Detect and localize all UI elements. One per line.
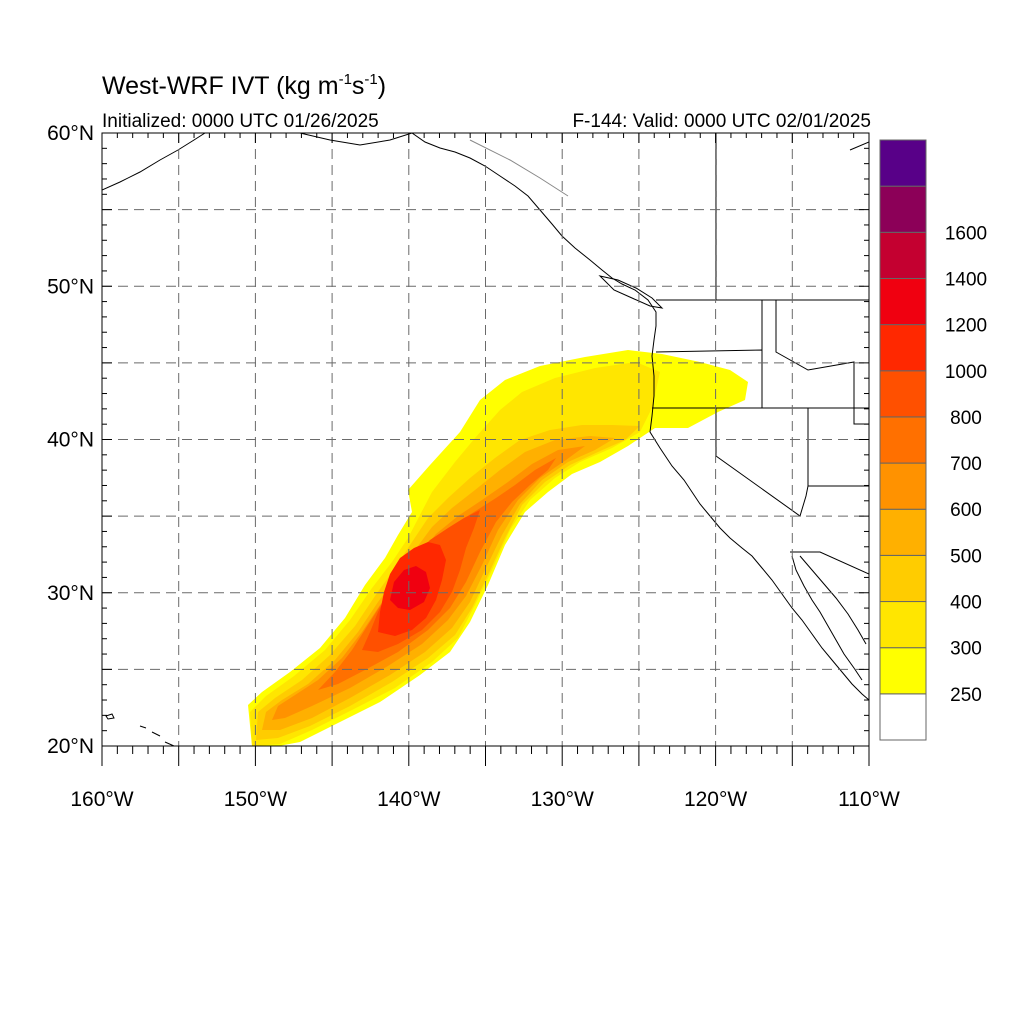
- graticule: [102, 133, 869, 746]
- ivt-band-1200-patch: [390, 566, 430, 610]
- colorbar-bin: [879, 693, 927, 741]
- colorbar-bin: [879, 231, 927, 279]
- colorbar-bin: [879, 647, 927, 695]
- colorbar-label: 700: [950, 454, 982, 475]
- north-america-coastline: [411, 133, 869, 701]
- colorbar-label: 1400: [945, 269, 987, 290]
- lat-tick-label: 60°N: [47, 122, 94, 145]
- title-part-end: ): [377, 72, 387, 100]
- lat-tick-label: 50°N: [47, 275, 94, 298]
- alaska-coast-west: [102, 133, 206, 191]
- map-interior: [102, 133, 869, 746]
- colorbar-bin: [879, 462, 927, 510]
- colorbar-bin: [879, 277, 927, 326]
- coastline-layer: [102, 133, 869, 746]
- colorbar-bin: [879, 185, 927, 233]
- colorbar-label: 300: [950, 639, 982, 660]
- lat-tick-label: 30°N: [47, 582, 94, 605]
- initialized-label: Initialized: 0000 UTC 01/26/2025: [102, 111, 379, 132]
- baja-california-coast: [791, 555, 863, 681]
- valid-time-label: F-144: Valid: 0000 UTC 02/01/2025: [572, 111, 871, 132]
- lat-tick-label: 40°N: [47, 429, 94, 452]
- colorbar-bin: [879, 324, 927, 372]
- colorbar-bin: [879, 554, 927, 603]
- colorbar-bin: [879, 370, 927, 418]
- country-outline-layer: [469, 139, 569, 197]
- vancouver-island: [598, 275, 664, 309]
- gulf-of-california-east-coast: [799, 555, 867, 645]
- colorbar-label: 500: [950, 546, 982, 567]
- lat-tick-label: 20°N: [47, 735, 94, 758]
- title-part-main: West-WRF IVT (kg m: [102, 72, 339, 100]
- lon-tick-label: 150°W: [224, 788, 287, 811]
- axis-tick-labels: 160°W 150°W 140°W 130°W 120°W 110°W 60°N 50°N 40…: [47, 122, 900, 811]
- colorbar: 250 300 400 500 600 700 800 1000 1200 1400 1600: [879, 139, 987, 741]
- alaska-canada-border: [469, 139, 569, 197]
- colorbar-bin: [879, 601, 927, 649]
- map-title: West-WRF IVT (kg m-1s-1): [102, 71, 387, 100]
- us-mexico-border: [790, 551, 869, 575]
- title-part-mid: s: [351, 72, 365, 100]
- colorbar-label: 1000: [945, 362, 987, 383]
- colorbar-label: 600: [950, 500, 982, 521]
- idaho-border: [761, 300, 869, 425]
- lon-tick-label: 130°W: [531, 788, 594, 811]
- colorbar-bin: [879, 139, 927, 187]
- colorbar-label: 800: [950, 408, 982, 429]
- lon-tick-label: 160°W: [70, 788, 133, 811]
- title-exponent-1: -1: [338, 71, 352, 88]
- ivt-contours: [248, 350, 748, 746]
- lon-tick-label: 120°W: [684, 788, 747, 811]
- nevada-border: [715, 408, 869, 517]
- colorbar-bin: [879, 508, 927, 556]
- colorbar-label: 250: [950, 685, 982, 706]
- lon-tick-label: 110°W: [838, 788, 900, 811]
- alaska-coast-east: [299, 133, 413, 146]
- colorbar-label: 1200: [945, 316, 987, 337]
- title-exponent-2: -1: [364, 71, 378, 88]
- lon-tick-label: 140°W: [377, 788, 440, 811]
- hawaii-islands: [105, 713, 175, 746]
- colorbar-bin: [879, 416, 927, 464]
- political-borders-layer: [652, 133, 869, 575]
- colorbar-label: 400: [950, 593, 982, 614]
- colorbar-label: 1600: [945, 223, 987, 244]
- axis-ticks: [101, 132, 870, 766]
- hudson-bay-fragment: [849, 141, 869, 151]
